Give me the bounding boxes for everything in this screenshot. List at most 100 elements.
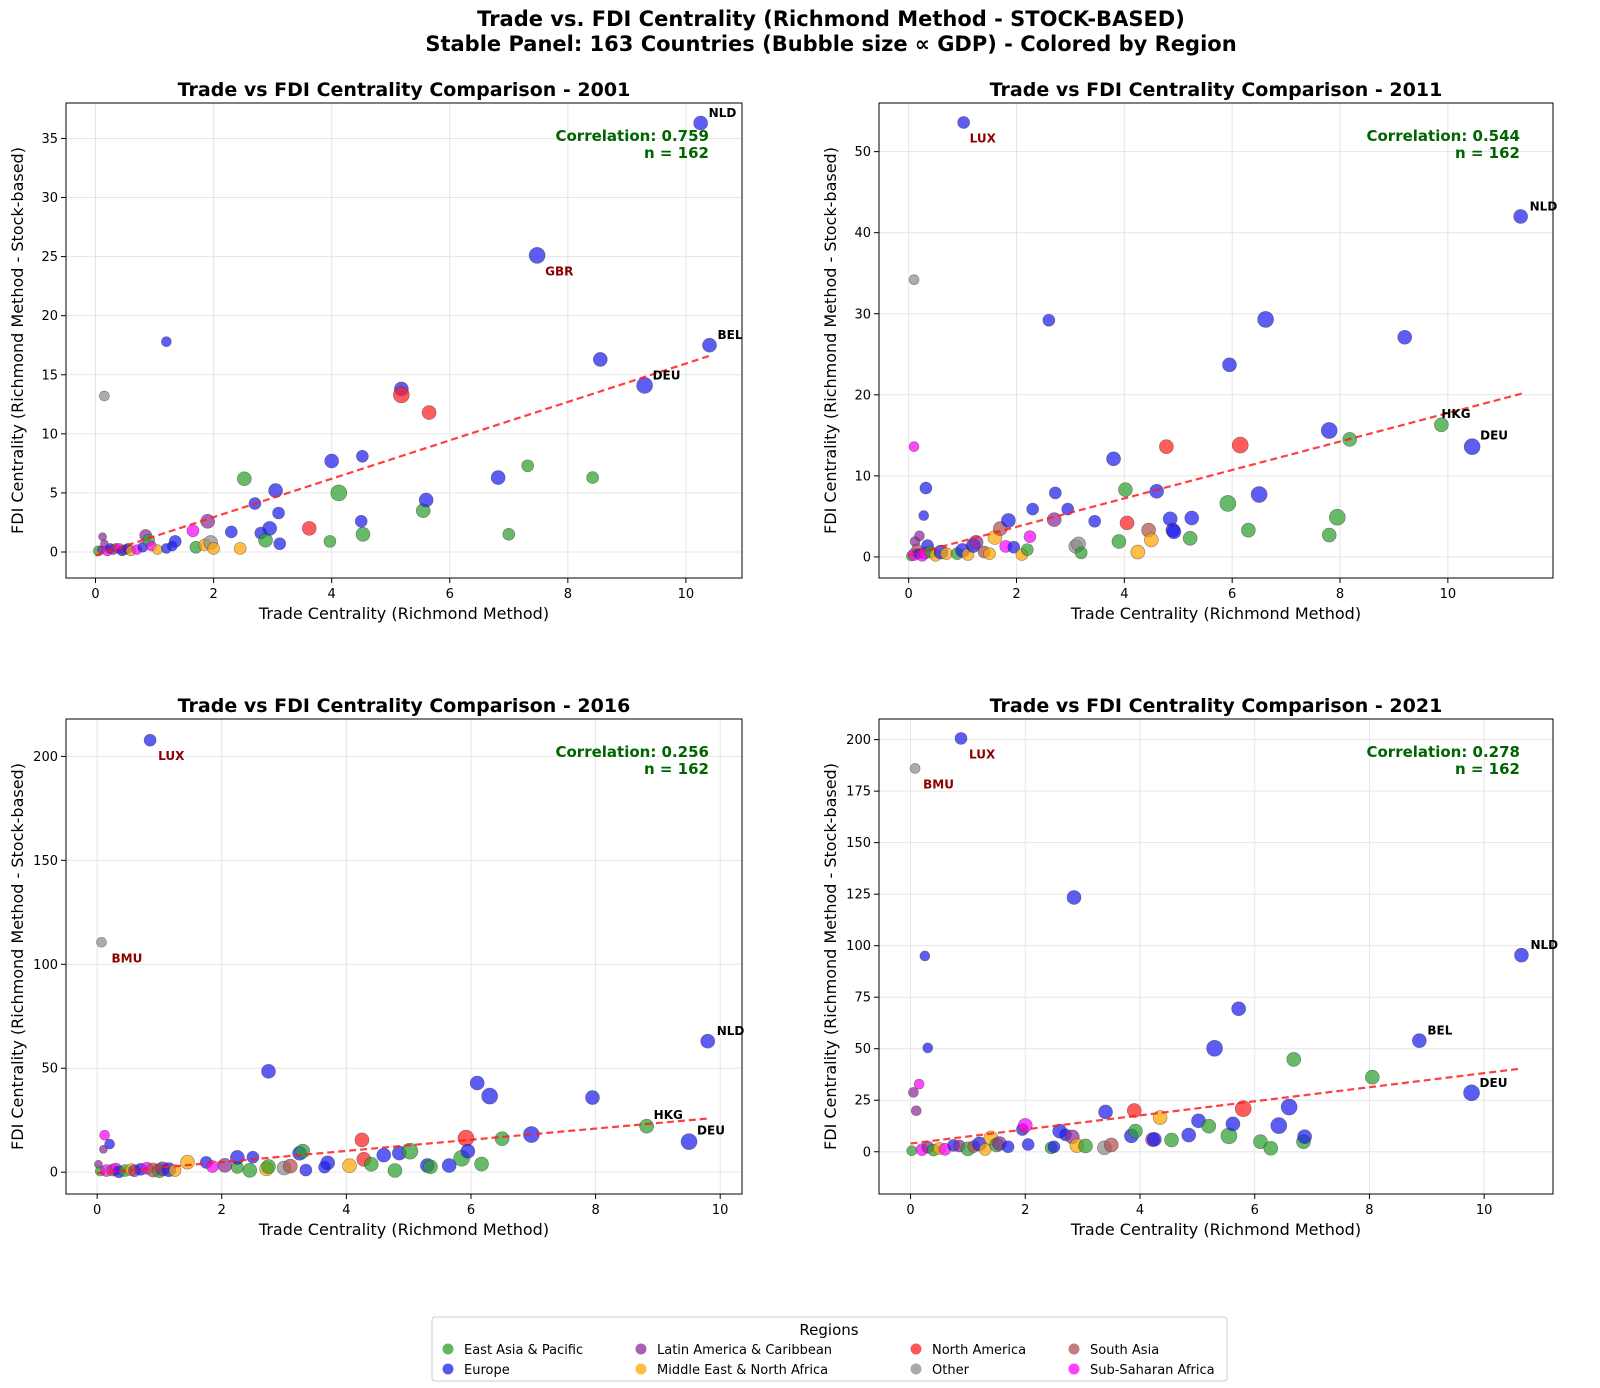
y-tick-label: 40 [854,226,871,241]
panel-title: Trade vs FDI Centrality Comparison - 202… [990,695,1443,717]
sample-size-text: n = 162 [644,760,709,778]
data-point [320,1155,335,1171]
country-label-deu: DEU [1480,1076,1508,1090]
x-axis-label: Trade Centrality (Richmond Method) [258,1220,549,1239]
y-tick-label: 10 [41,427,58,442]
trend-line [908,392,1524,557]
data-point [1164,1132,1179,1148]
correlation-text: Correlation: 0.278 [1366,743,1520,761]
country-label-nld: NLD [709,106,737,120]
y-tick-label: 0 [863,550,871,565]
panel-title: Trade vs FDI Centrality Comparison - 201… [990,79,1443,101]
data-point [246,1150,260,1164]
y-tick-label: 200 [33,750,58,765]
legend-label: North America [932,1343,1026,1358]
data-point [99,1145,108,1154]
data-point [457,1129,475,1147]
legend-item-na: North America [910,1343,1026,1358]
data-point [261,1159,276,1174]
data-point [1397,329,1413,345]
country-label-lux: LUX [970,131,997,145]
data-points [906,116,1528,562]
data-point [273,537,287,551]
data-point [104,1138,115,1150]
data-point [387,1163,403,1178]
x-tick-label: 8 [564,587,572,602]
y-tick-label: 25 [854,1094,871,1109]
figure-title-line2: Stable Panel: 163 Countries (Bubble size… [425,32,1236,56]
country-label-hkg: HKG [1441,407,1470,421]
y-tick-label: 5 [50,486,58,501]
x-axis-label: Trade Centrality (Richmond Method) [1070,604,1361,623]
data-point [1020,543,1034,556]
country-label-gbr: GBR [545,264,573,278]
data-point [363,1156,379,1172]
grid-lines [66,103,742,578]
y-tick-label: 25 [41,250,58,265]
data-point [355,526,371,542]
data-point [225,525,238,539]
country-label-deu: DEU [653,368,681,382]
y-tick-label: 50 [854,1042,871,1057]
data-point [342,1158,357,1174]
data-point [1147,1132,1162,1147]
legend-label: Middle East & North Africa [657,1363,828,1378]
data-point [1241,522,1256,538]
panel-title: Trade vs FDI Centrality Comparison - 200… [178,79,631,101]
correlation-text: Correlation: 0.759 [555,127,709,145]
x-tick-label: 0 [93,1203,101,1218]
legend-marker [910,1343,922,1355]
trend-line [97,1117,708,1175]
data-point [242,1163,258,1178]
x-tick-label: 8 [591,1203,599,1218]
country-label-deu: DEU [697,1124,725,1138]
data-point [1111,534,1127,549]
data-point [1270,1117,1288,1134]
data-point [1201,1118,1217,1134]
data-point [421,405,437,420]
x-tick-label: 0 [91,587,99,602]
data-point [490,470,506,485]
data-point [1514,947,1529,963]
y-axis-label: FDI Centrality (Richmond Method - Stock-… [821,763,840,1150]
y-tick-label: 100 [33,958,58,973]
y-tick-label: 20 [41,309,58,324]
data-point [922,1042,934,1054]
x-tick-label: 2 [209,587,217,602]
y-tick-label: 200 [846,733,871,748]
data-point [460,1143,476,1159]
data-point [1159,439,1174,454]
axes-frame [878,718,1554,1195]
data-point [96,936,107,948]
data-points [93,115,717,557]
data-point [469,1075,485,1091]
data-point [1049,486,1062,500]
x-tick-label: 4 [342,1203,350,1218]
legend-label: East Asia & Pacific [464,1343,583,1358]
data-point [1088,514,1101,528]
axes-frame [65,102,743,579]
data-point [168,1164,182,1177]
legend-item-eur: Europe [442,1363,510,1378]
country-label-nld: NLD [1530,938,1558,952]
chart-panel-4: Trade vs FDI Centrality Comparison - 202… [821,695,1558,1239]
country-label-nld: NLD [717,1024,745,1038]
y-tick-label: 35 [41,132,58,147]
country-label-lux: LUX [158,749,185,763]
data-point [502,527,516,541]
data-point [161,336,172,347]
data-point [1047,1140,1061,1154]
country-label-bmu: BMU [112,951,143,965]
legend-label: Europe [464,1363,510,1378]
regions-legend: Regions East Asia & Pacific Europe Latin Am… [431,1316,1228,1382]
data-point [1098,1104,1113,1120]
data-point [1286,1052,1302,1067]
data-point [1118,482,1133,497]
data-point [423,1159,438,1175]
data-point [180,1154,195,1170]
x-axis-label: Trade Centrality (Richmond Method) [258,604,549,623]
data-point [1219,495,1237,512]
country-label-deu: DEU [1480,429,1508,443]
correlation-text: Correlation: 0.256 [555,743,709,761]
